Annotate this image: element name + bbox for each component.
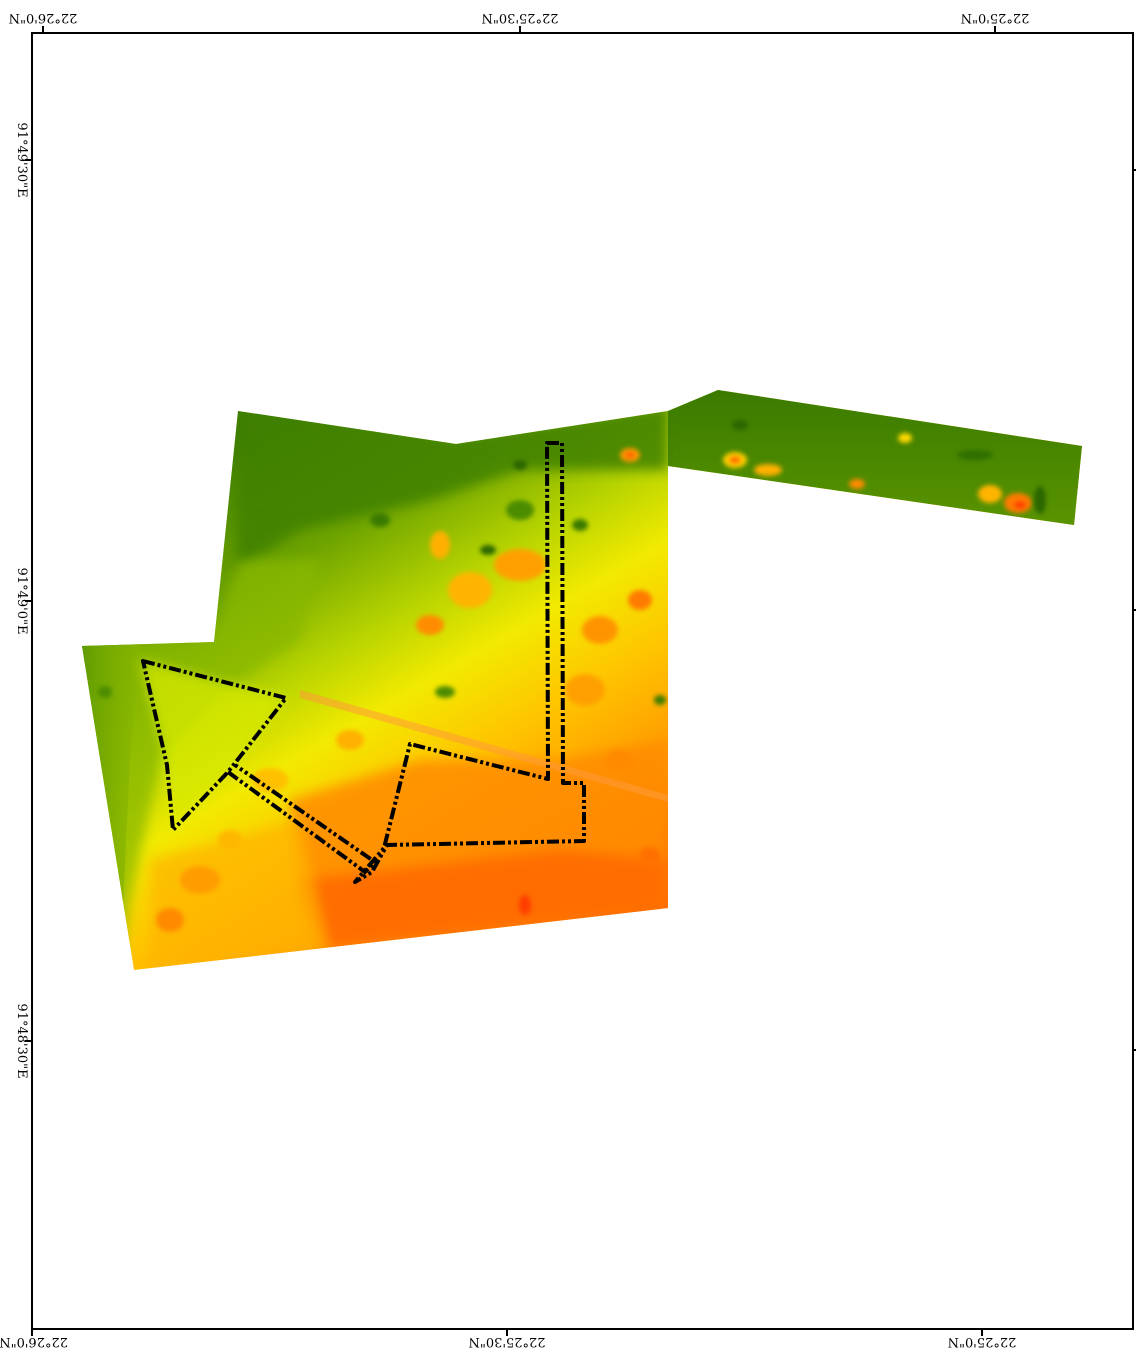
left-longitude-label-1: 91°49'30"E bbox=[14, 122, 29, 197]
hotspot-patches bbox=[156, 433, 1032, 932]
top-latitude-label-3: 22°25'0"N bbox=[961, 10, 1030, 25]
top-latitude-label-2: 22°25'30"N bbox=[481, 10, 558, 25]
bottom-latitude-label-1: 22°26'0"N bbox=[0, 1334, 68, 1349]
map-frame bbox=[31, 32, 1134, 1330]
boundary-west-triangle bbox=[141, 659, 288, 832]
bottom-latitude-label-2: 22°25'30"N bbox=[468, 1334, 545, 1349]
bottom-latitude-label-3: 22°25'0"N bbox=[948, 1334, 1017, 1349]
left-longitude-label-3: 91°48'30"E bbox=[14, 1003, 29, 1078]
top-latitude-label-1: 22°26'0"N bbox=[9, 10, 78, 25]
boundary-east-block bbox=[353, 441, 586, 884]
boundary-diagonal-corridor bbox=[226, 763, 377, 874]
vegetation-patches bbox=[98, 420, 1046, 705]
study-boundary bbox=[141, 441, 586, 884]
left-longitude-label-2: 91°49'0"E bbox=[14, 568, 29, 635]
graticule-ticks bbox=[25, 26, 1136, 1336]
